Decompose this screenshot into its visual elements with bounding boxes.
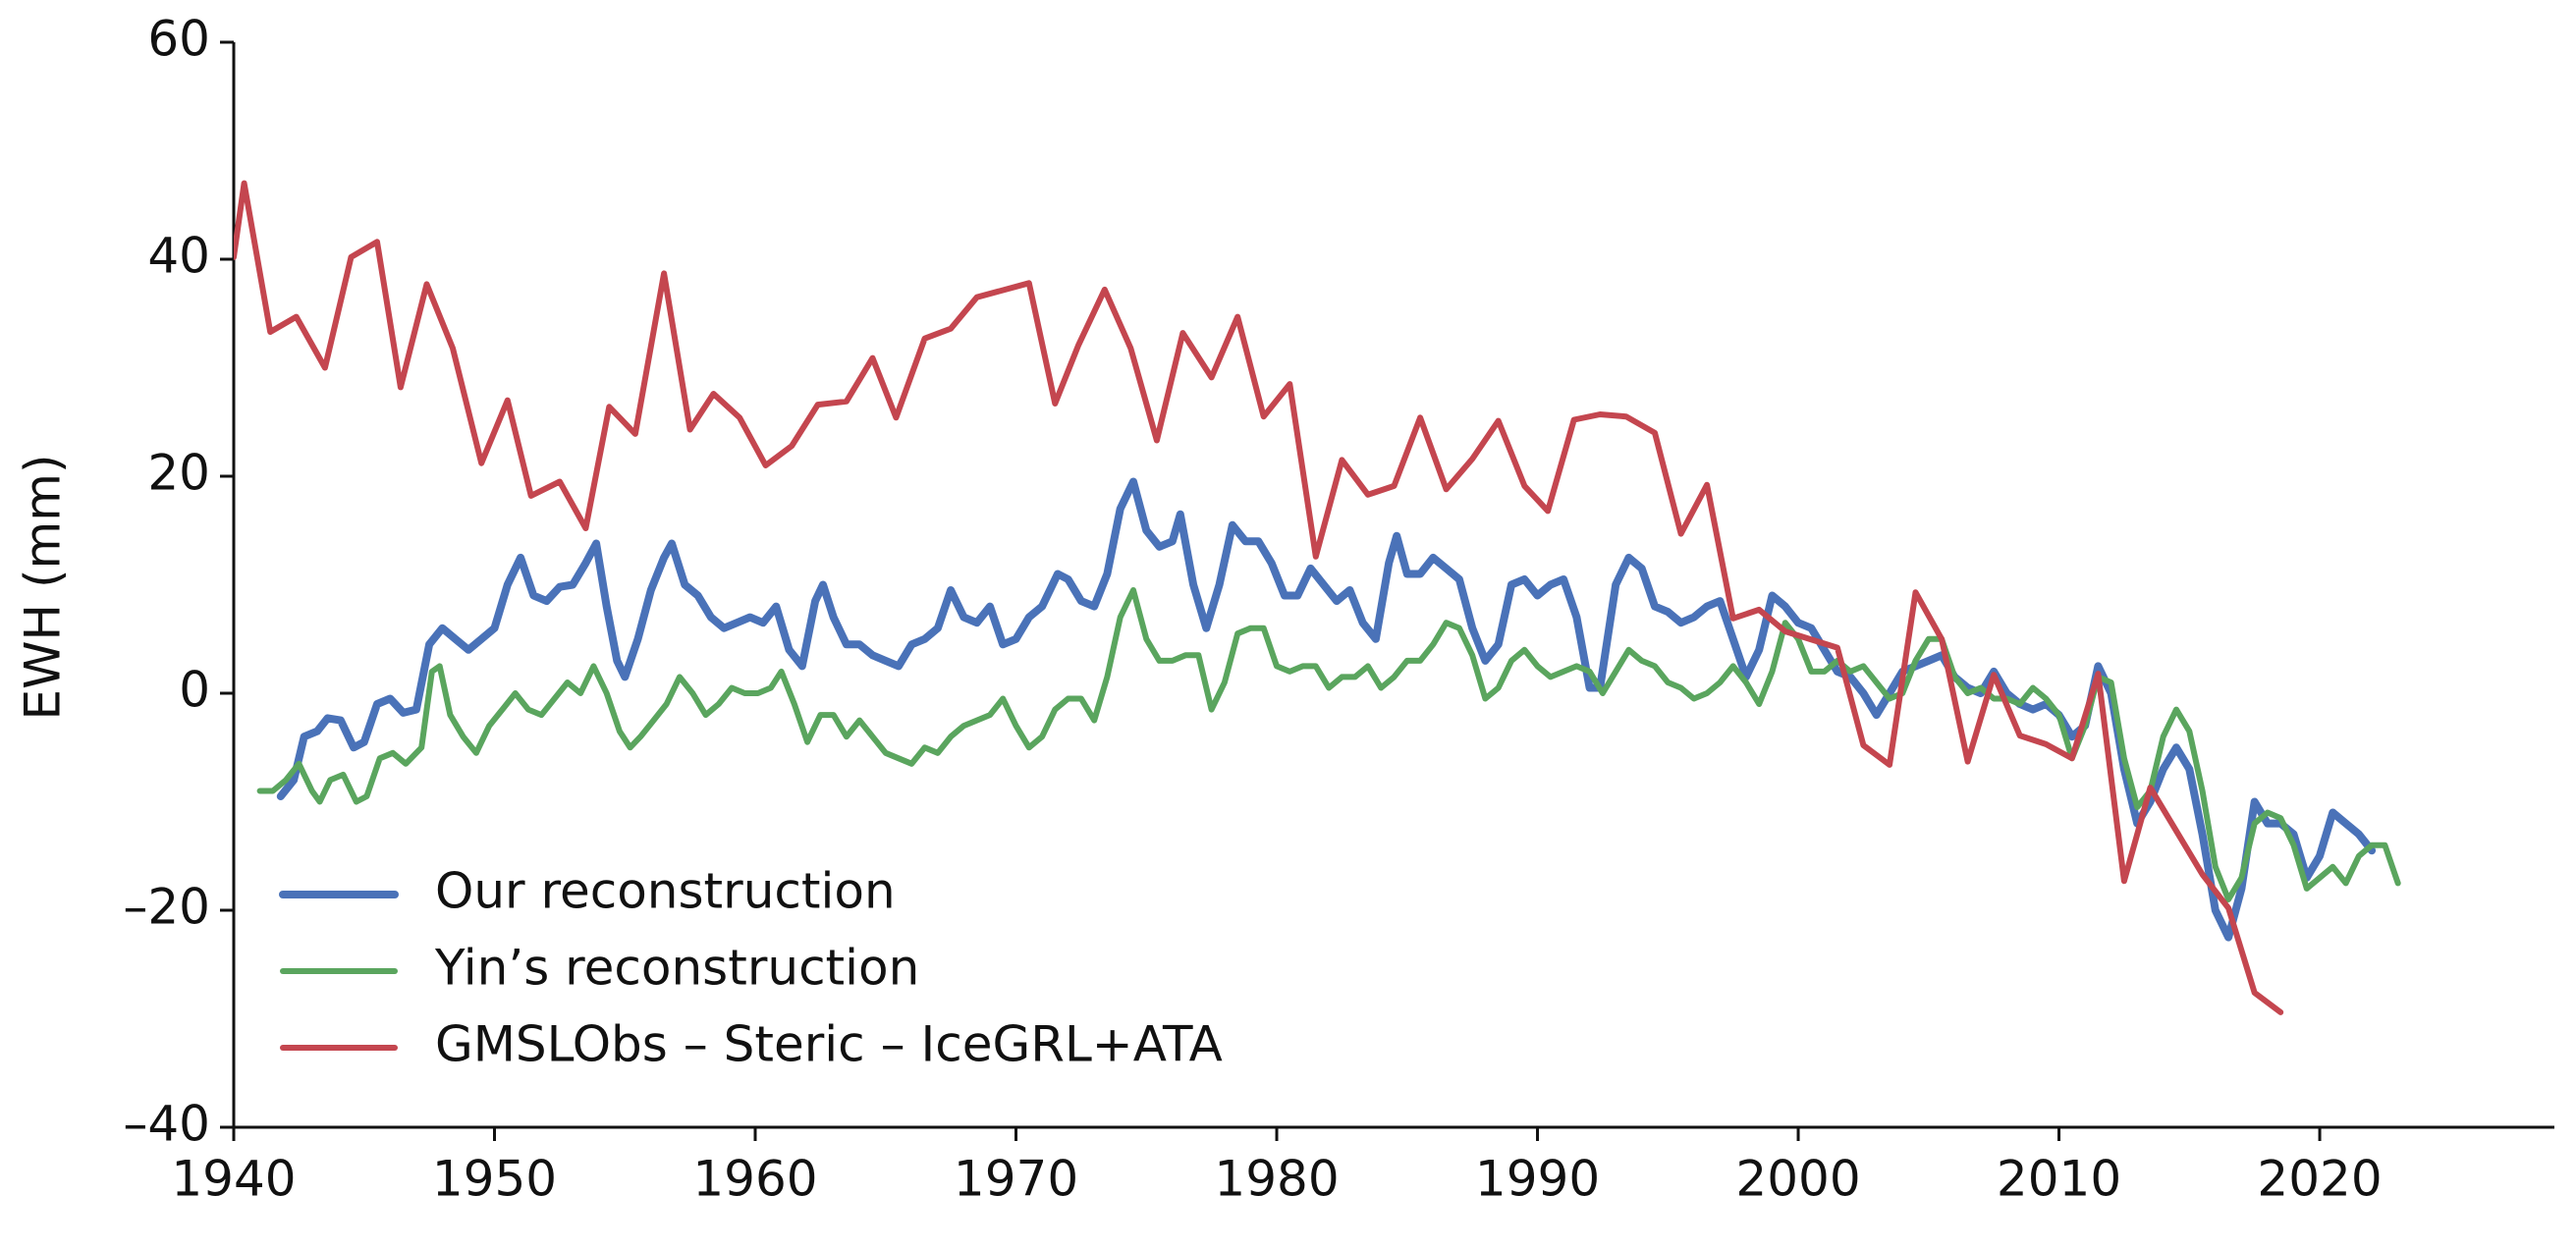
y-tick-label: 0	[179, 662, 210, 719]
x-tick-label: 1980	[1214, 1151, 1339, 1208]
x-tick-label: 2000	[1735, 1151, 1860, 1208]
x-tick-label: 1940	[171, 1151, 296, 1208]
y-tick-label: 40	[147, 228, 210, 285]
legend-label: GMSLObs – Steric – IceGRL+ATA	[435, 1016, 1223, 1073]
y-tick-label: 60	[147, 11, 210, 68]
data-line	[256, 587, 2401, 902]
x-tick-label: 1990	[1475, 1151, 1600, 1208]
x-tick-label: 1970	[954, 1151, 1078, 1208]
x-tick-label: 2010	[1997, 1151, 2121, 1208]
x-tick-label: 1960	[692, 1151, 817, 1208]
y-tick-label: –20	[123, 879, 210, 936]
legend-label: Yin’s reconstruction	[434, 940, 919, 997]
legend-label: Our reconstruction	[435, 863, 896, 920]
data-line	[234, 180, 2284, 1015]
y-axis-label: EWH (mm)	[15, 455, 72, 721]
y-tick-label: –40	[123, 1096, 210, 1153]
x-tick-label: 1950	[432, 1151, 557, 1208]
y-tick-label: 20	[147, 445, 210, 502]
x-tick-label: 2020	[2257, 1151, 2382, 1208]
